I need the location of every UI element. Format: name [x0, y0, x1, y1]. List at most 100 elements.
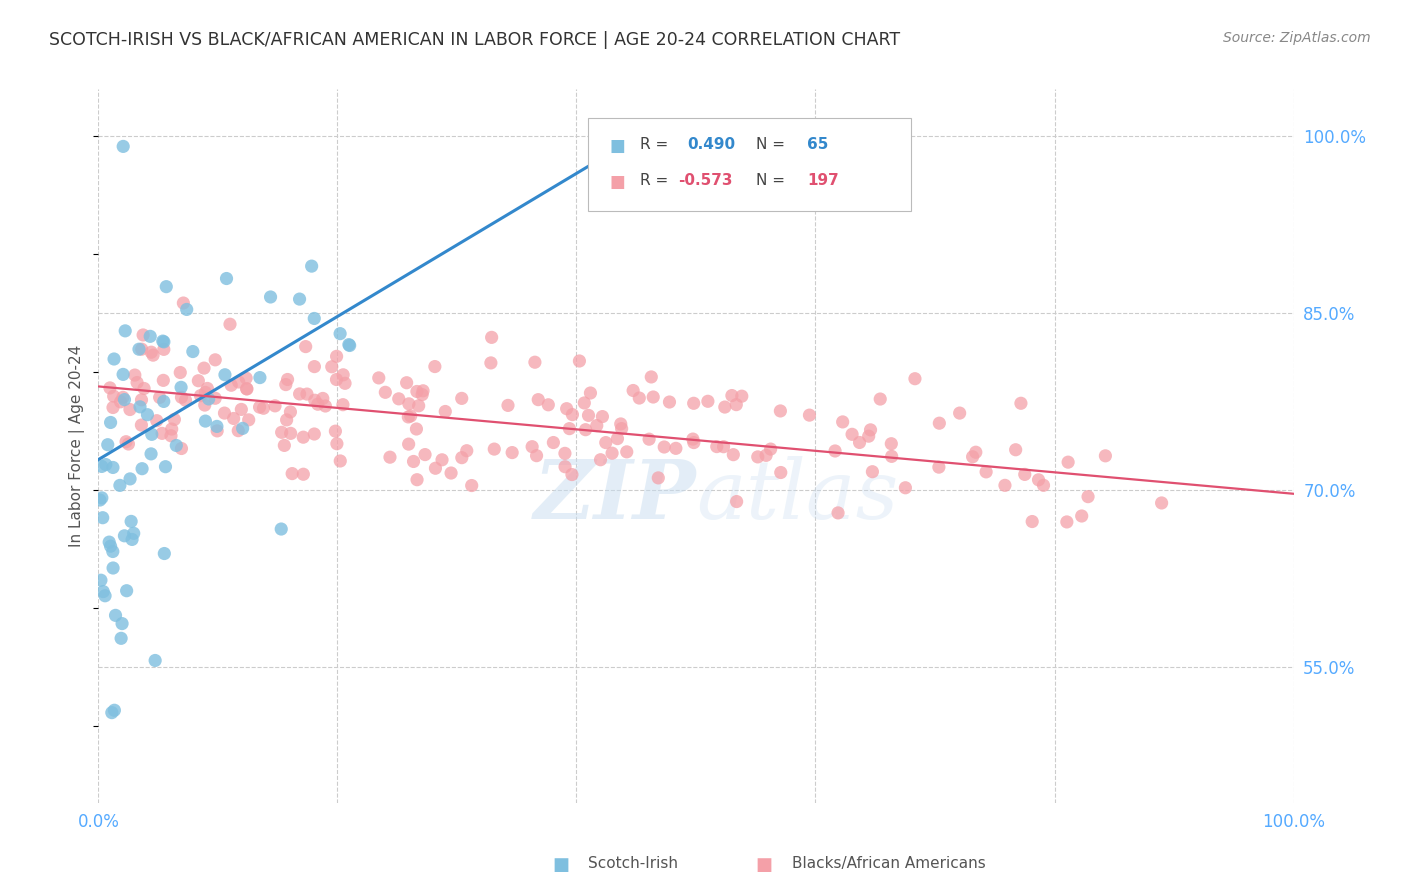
- Point: [769, 466, 792, 480]
- Point: [103, 703, 125, 717]
- Point: [484, 442, 506, 456]
- Point: [725, 494, 748, 508]
- Point: [333, 376, 356, 391]
- Point: [277, 372, 299, 386]
- Point: [141, 427, 163, 442]
- Point: [713, 440, 735, 454]
- Point: [824, 444, 846, 458]
- Point: [1056, 515, 1078, 529]
- Point: [425, 461, 447, 475]
- Point: [640, 370, 662, 384]
- Point: [616, 445, 638, 459]
- Point: [114, 529, 136, 543]
- Point: [132, 328, 155, 343]
- Point: [725, 398, 748, 412]
- Point: [205, 419, 228, 434]
- Point: [1150, 496, 1173, 510]
- Point: [858, 429, 880, 443]
- Point: [160, 422, 183, 436]
- Point: [174, 393, 197, 408]
- Point: [142, 348, 165, 362]
- Y-axis label: In Labor Force | Age 20-24: In Labor Force | Age 20-24: [69, 345, 86, 547]
- Point: [215, 271, 238, 285]
- Point: [214, 368, 236, 382]
- Point: [115, 434, 138, 449]
- Point: [496, 398, 519, 412]
- Point: [249, 370, 271, 384]
- Point: [339, 338, 361, 352]
- Point: [1028, 473, 1050, 487]
- Point: [172, 296, 194, 310]
- Point: [128, 343, 150, 357]
- Point: [307, 397, 329, 411]
- Point: [554, 446, 576, 460]
- Point: [658, 395, 681, 409]
- Point: [288, 292, 311, 306]
- Point: [149, 391, 172, 405]
- Point: [121, 533, 143, 547]
- Point: [408, 399, 430, 413]
- Point: [388, 392, 411, 406]
- Point: [974, 465, 997, 479]
- Point: [367, 371, 389, 385]
- Point: [127, 376, 149, 390]
- Point: [131, 392, 153, 407]
- Point: [118, 402, 141, 417]
- Point: [561, 467, 583, 482]
- Point: [860, 465, 883, 479]
- Text: 197: 197: [807, 173, 839, 187]
- Point: [136, 408, 159, 422]
- Point: [235, 382, 257, 396]
- Point: [555, 401, 578, 416]
- Point: [112, 368, 135, 382]
- Point: [1070, 508, 1092, 523]
- Point: [527, 392, 550, 407]
- Point: [880, 450, 903, 464]
- Text: ■: ■: [756, 856, 773, 874]
- Text: -0.573: -0.573: [678, 173, 733, 187]
- Point: [1077, 490, 1099, 504]
- FancyBboxPatch shape: [588, 118, 911, 211]
- Point: [406, 384, 429, 399]
- Point: [411, 387, 433, 401]
- Point: [430, 452, 453, 467]
- Point: [194, 385, 217, 400]
- Point: [114, 392, 136, 407]
- Point: [405, 422, 427, 436]
- Point: [337, 337, 360, 351]
- Point: [591, 409, 613, 424]
- Point: [231, 402, 253, 417]
- Point: [204, 352, 226, 367]
- Point: [259, 290, 281, 304]
- Point: [110, 394, 132, 409]
- Point: [399, 409, 422, 423]
- Text: atlas: atlas: [696, 456, 898, 536]
- Point: [321, 359, 343, 374]
- Point: [111, 616, 134, 631]
- Text: ■: ■: [553, 856, 569, 874]
- Point: [643, 390, 665, 404]
- Point: [131, 461, 153, 475]
- Text: ■: ■: [610, 173, 626, 191]
- Point: [152, 334, 174, 348]
- Point: [894, 481, 917, 495]
- Point: [120, 515, 142, 529]
- Point: [413, 448, 436, 462]
- Point: [606, 432, 628, 446]
- Point: [314, 399, 336, 413]
- Point: [204, 391, 226, 405]
- Point: [160, 429, 183, 443]
- Point: [91, 584, 114, 599]
- Point: [165, 438, 187, 452]
- Point: [98, 535, 121, 549]
- Point: [131, 342, 153, 356]
- Point: [97, 438, 120, 452]
- Point: [122, 526, 145, 541]
- Point: [280, 426, 302, 441]
- Point: [585, 418, 607, 433]
- Point: [1014, 467, 1036, 482]
- Point: [169, 366, 191, 380]
- Point: [928, 416, 950, 430]
- Point: [295, 387, 318, 401]
- Point: [193, 361, 215, 376]
